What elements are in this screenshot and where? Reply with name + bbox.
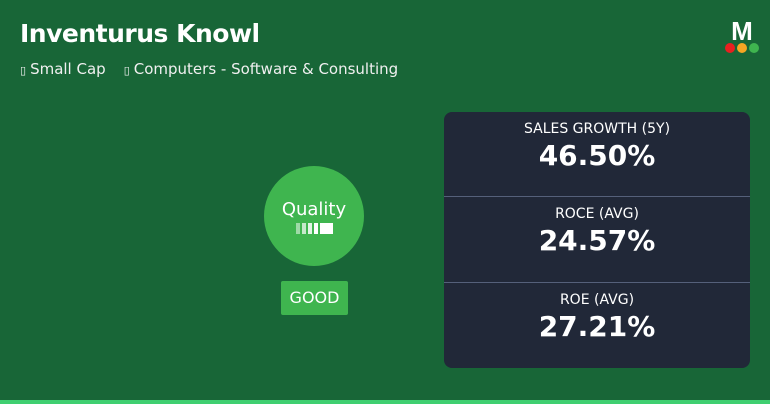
tag-market-cap: ▯ Small Cap <box>20 60 106 78</box>
logo-dot-green <box>749 43 759 53</box>
tag-icon: ▯ <box>123 64 130 77</box>
metric-label: ROCE (AVG) <box>555 206 639 223</box>
tag-icon: ▯ <box>20 64 27 77</box>
quality-indicator: Quality <box>264 166 364 266</box>
quality-label: Quality <box>281 199 347 220</box>
footer-bar <box>0 400 770 404</box>
quality-bar <box>319 223 333 234</box>
metric-roe: ROE (AVG) 27.21% <box>444 283 750 368</box>
metric-value: 24.57% <box>538 224 656 258</box>
tag-label: Small Cap <box>30 60 106 78</box>
tag-sector: ▯ Computers - Software & Consulting <box>124 60 398 78</box>
brand-logo: M <box>724 16 760 53</box>
metrics-panel: SALES GROWTH (5Y) 46.50% ROCE (AVG) 24.57%… <box>444 112 750 368</box>
logo-letter: M <box>731 16 753 46</box>
logo-dot-orange <box>737 43 747 53</box>
metric-value: 46.50% <box>538 139 656 172</box>
metric-value: 27.21% <box>538 309 656 343</box>
quality-bar <box>313 223 318 234</box>
quality-rating-badge: GOOD <box>281 281 348 315</box>
metric-label: SALES GROWTH (5Y) <box>523 121 671 137</box>
quality-bar <box>295 223 300 234</box>
company-name: Inventurus Knowl <box>20 19 260 48</box>
company-tags: ▯ Small Cap ▯ Computers - Software & Consu… <box>20 60 398 78</box>
quality-bars <box>264 223 364 234</box>
logo-dot-red <box>725 43 735 53</box>
metric-label: ROE (AVG) <box>559 291 635 308</box>
tag-label: Computers - Software & Consulting <box>133 60 399 78</box>
metric-roce: ROCE (AVG) 24.57% <box>444 197 750 283</box>
metric-sales-growth: SALES GROWTH (5Y) 46.50% <box>444 112 750 198</box>
quality-bar <box>307 223 312 234</box>
quality-bar <box>301 223 306 234</box>
